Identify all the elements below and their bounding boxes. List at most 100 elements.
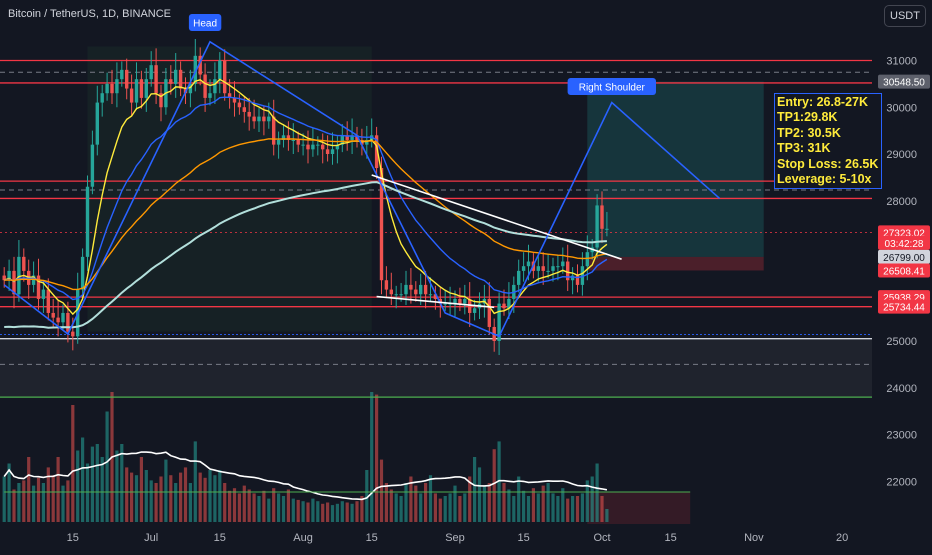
price-tag-text: 03:42:28 — [885, 239, 924, 250]
symbol-title[interactable]: Bitcoin / TetherUS, 1D, BINANCE — [8, 8, 172, 20]
candle-body — [208, 93, 212, 98]
candle-body — [472, 308, 477, 313]
candle-body — [414, 289, 418, 295]
volume-bar — [473, 457, 477, 522]
price-tag-text: 26508.41 — [883, 266, 925, 277]
price-tag: 30548.50 — [878, 74, 930, 89]
candle-body — [384, 280, 389, 290]
volume-bar — [600, 496, 604, 522]
candle-body — [85, 186, 90, 257]
volume-bar — [409, 476, 413, 522]
head-label-bg — [188, 14, 222, 31]
candle-body — [325, 149, 330, 154]
time-axis-tick: Jul — [144, 532, 158, 544]
volume-bar — [36, 477, 41, 522]
volume-bar — [330, 505, 335, 522]
long-position-target-zone[interactable] — [587, 81, 764, 257]
volume-bar — [360, 496, 364, 522]
currency-button[interactable]: USDT — [884, 5, 926, 27]
volume-bar — [17, 483, 21, 522]
volume-bar — [252, 493, 256, 522]
price-tag-bg — [878, 299, 930, 314]
candle-body — [546, 270, 550, 272]
candle-body — [330, 149, 335, 154]
volume-bar — [531, 488, 535, 522]
candle-body — [61, 312, 65, 323]
volume-bar — [149, 480, 153, 522]
time-axis-tick: 15 — [517, 532, 529, 544]
candle-body — [605, 228, 609, 230]
volume-bar — [247, 489, 251, 522]
volume-bar — [453, 485, 457, 522]
price-tag: 03:42:28 — [878, 235, 930, 250]
volume-bar — [213, 475, 217, 522]
volume-bar — [237, 493, 241, 522]
volume-bar — [311, 498, 315, 522]
volume-bar — [414, 485, 418, 522]
candle-body — [502, 303, 506, 309]
candle-body — [517, 270, 521, 285]
candle-body — [2, 275, 6, 281]
candle-body — [379, 168, 384, 281]
volume-bar — [46, 467, 50, 522]
volume-bar — [296, 499, 300, 522]
right-shoulder-label[interactable]: Right Shoulder — [567, 78, 656, 95]
long-position-stop-zone[interactable] — [587, 256, 764, 271]
volume-bar — [218, 470, 222, 522]
price-tag: 26799.00 — [878, 249, 930, 264]
volume-bar — [164, 459, 168, 522]
volume-bar — [301, 501, 305, 522]
volume-bar — [66, 480, 70, 522]
volume-bar — [291, 498, 295, 522]
volume-bar — [340, 501, 344, 522]
candle-body — [129, 88, 134, 103]
volume-bar — [22, 480, 26, 522]
volume-bar — [321, 503, 325, 522]
volume-bar — [32, 485, 36, 522]
lower-trendline[interactable] — [376, 295, 495, 309]
candle-body — [463, 298, 467, 304]
volume-bar — [90, 446, 94, 522]
volume-bar — [281, 496, 286, 522]
volume-bar — [2, 476, 6, 522]
price-tag-bg — [878, 263, 930, 278]
volume-bar — [326, 502, 330, 522]
right-shoulder-label-bg — [567, 78, 656, 95]
volume-bar — [522, 490, 526, 522]
candle-body — [409, 284, 413, 290]
ema-short-line — [3, 78, 608, 316]
volume-bar — [438, 498, 442, 522]
volume-bar — [575, 496, 580, 522]
price-tag: 25734.44 — [878, 299, 930, 314]
volume-bar — [556, 496, 560, 522]
volume-bar — [242, 485, 246, 522]
ema-mid-line — [4, 96, 608, 301]
candle-body — [575, 275, 580, 285]
volume-bar — [526, 496, 531, 522]
head-label[interactable]: Head — [188, 14, 222, 31]
ema-long-line — [4, 138, 608, 291]
head-and-shoulders-pattern-line[interactable] — [3, 40, 721, 338]
candle-body — [345, 135, 349, 140]
volume-bar — [345, 502, 349, 522]
trade-targets-box[interactable]: Entry: 26.8-27K TP1:29.8K TP2: 30.5K TP3… — [774, 93, 882, 190]
volume-bar — [125, 467, 129, 522]
volume-bar — [590, 476, 594, 522]
candle-body — [41, 289, 46, 299]
volume-bar — [223, 483, 227, 522]
candle-body — [374, 135, 379, 169]
upper-trendline[interactable] — [371, 174, 622, 260]
volume-bar — [232, 488, 237, 522]
candle-body — [22, 256, 26, 271]
volume-bar — [546, 483, 550, 522]
candle-body — [365, 139, 369, 145]
candle-body — [443, 303, 447, 305]
candle-body — [169, 79, 173, 84]
price-tag-bg — [878, 235, 930, 250]
head-label-text: Head — [193, 19, 217, 30]
candle-body — [159, 93, 163, 108]
volume-bar — [76, 450, 80, 522]
volume-bar — [105, 411, 109, 522]
